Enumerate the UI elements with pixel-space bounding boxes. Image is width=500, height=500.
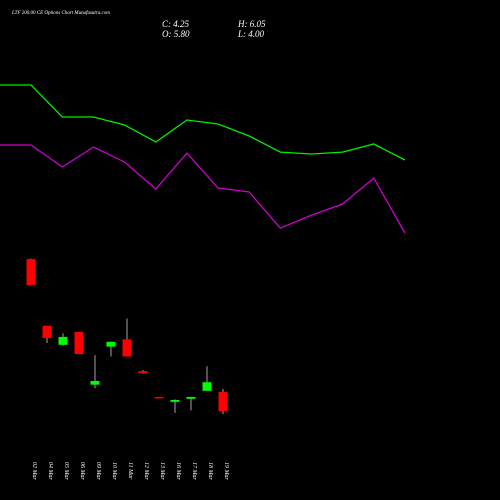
candle-body bbox=[106, 341, 116, 347]
x-tick-label: 13 Mar bbox=[159, 462, 165, 480]
x-tick-label: 06 Mar bbox=[79, 462, 85, 480]
x-tick-label: 11 Mar bbox=[127, 462, 133, 480]
candle-body bbox=[74, 331, 84, 355]
chart-title: LTF 200.00 CE Options Chart Munafasutra.… bbox=[11, 11, 110, 16]
x-tick-label: 09 Mar bbox=[95, 462, 101, 480]
open-label: O: 5.80 bbox=[162, 29, 190, 39]
indicator-line bbox=[0, 144, 406, 234]
x-tick-label: 04 Mar bbox=[47, 462, 54, 480]
candle-body bbox=[58, 336, 68, 345]
x-tick-label: 19 Mar bbox=[223, 462, 229, 480]
x-tick-label: 16 Mar bbox=[175, 462, 181, 480]
candle-body bbox=[138, 371, 148, 374]
candle-body bbox=[202, 382, 212, 391]
low-label: L: 4.00 bbox=[237, 29, 265, 39]
close-label: C: 4.25 bbox=[162, 19, 190, 29]
x-tick-label: 17 Mar bbox=[191, 462, 197, 480]
candle-body bbox=[122, 339, 132, 357]
candle-body bbox=[90, 381, 100, 385]
x-tick-label: 18 Mar bbox=[207, 462, 213, 480]
x-tick-label: 10 Mar bbox=[111, 462, 117, 480]
x-tick-label: 02 Mar bbox=[31, 462, 37, 480]
candle-body bbox=[186, 396, 196, 399]
candle-body bbox=[42, 325, 52, 339]
candle-body bbox=[26, 259, 36, 286]
candle-body bbox=[154, 396, 164, 399]
x-tick-label: 12 Mar bbox=[143, 462, 149, 480]
indicator-line bbox=[0, 84, 406, 161]
x-tick-label: 05 Mar bbox=[63, 462, 69, 480]
high-label: H: 6.05 bbox=[237, 19, 266, 29]
candle-body bbox=[170, 400, 180, 402]
candle-body bbox=[218, 392, 228, 412]
